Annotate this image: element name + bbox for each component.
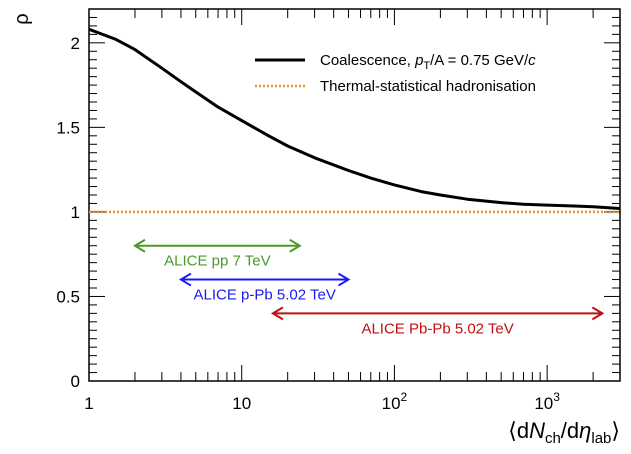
range-arrow-0: ALICE pp 7 TeV [133, 238, 302, 270]
arrow-head-left [133, 238, 146, 253]
range-arrow-2: ALICE Pb-Pb 5.02 TeV [270, 306, 605, 337]
legend: Coalescence, pT/A = 0.75 GeV/c Thermal-s… [255, 52, 536, 95]
coalescence-curve [89, 27, 620, 210]
y-tick-label: 0 [71, 372, 80, 391]
y-tick-label: 1 [71, 203, 80, 222]
range-label: ALICE p-Pb 5.02 TeV [194, 287, 336, 304]
range-arrow-1: ALICE p-Pb 5.02 TeV [178, 272, 351, 304]
legend-label-thermal: Thermal-statistical hadronisation [320, 78, 536, 95]
legend-label-coalescence: Coalescence, pT/A = 0.75 GeV/c [320, 52, 536, 72]
y-tick-label: 0.5 [56, 287, 80, 306]
x-axis-title: ⟨dNch/dηlab⟩ [508, 418, 620, 447]
x-tick-label: 102 [382, 390, 408, 413]
axis-tick-labels: 1 10 102 103 0 0.5 1 1.5 2 [56, 34, 560, 413]
arrow-head-left [178, 272, 192, 287]
y-axis-title: ρ [11, 13, 33, 24]
x-tick-label: 1 [84, 394, 93, 413]
y-tick-label: 1.5 [56, 118, 80, 137]
y-tick-label: 2 [71, 34, 80, 53]
arrow-head-right [337, 272, 351, 287]
range-label: ALICE pp 7 TeV [164, 253, 270, 270]
x-tick-label: 10 [232, 394, 251, 413]
series-layer [89, 27, 620, 214]
arrow-head-right [289, 238, 302, 253]
arrow-head-right [591, 306, 605, 321]
range-label: ALICE Pb-Pb 5.02 TeV [361, 320, 513, 337]
annotations: ALICE pp 7 TeV ALICE p-Pb 5.02 TeV ALICE P… [133, 238, 605, 337]
arrow-head-left [270, 306, 284, 321]
x-tick-label: 103 [534, 390, 560, 413]
